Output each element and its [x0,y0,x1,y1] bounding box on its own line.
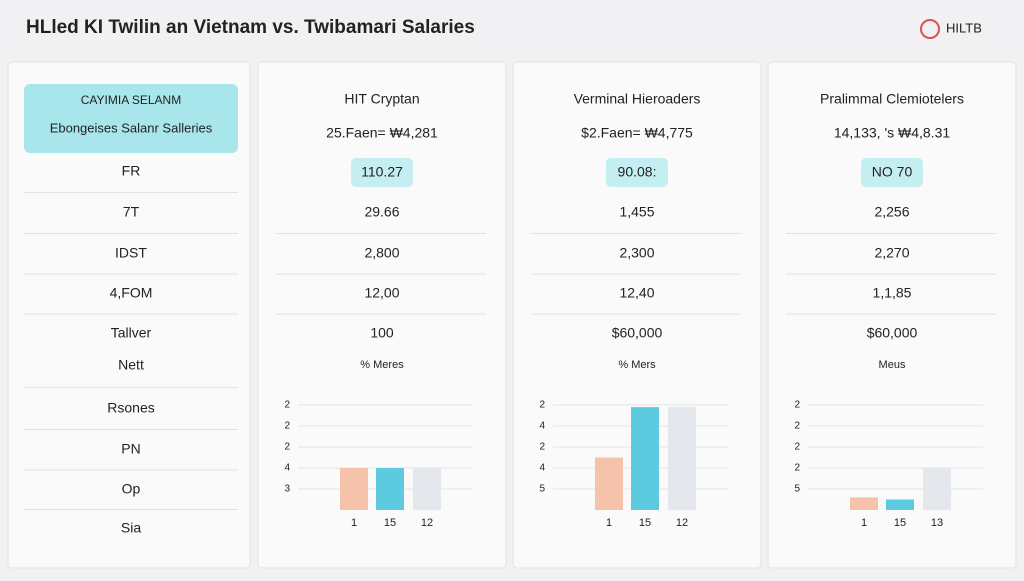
cell: 2,256 [874,204,909,220]
cell: 1,1,85 [873,285,912,301]
y-tick-label: 2 [284,421,290,432]
row-label: Op [122,481,141,497]
x-tick-label: 1 [606,517,612,529]
x-tick-label: 1 [351,517,357,529]
bar [376,468,404,510]
y-tick-label: 2 [284,400,290,411]
column-card [767,61,1017,569]
x-tick-label: 13 [931,517,943,529]
row-label: Sia [121,520,141,536]
bar [595,457,623,510]
legend: Meus [879,359,906,371]
y-tick-label: 2 [539,400,545,411]
bar [668,407,696,510]
x-tick-label: 12 [421,517,433,529]
column-subtitle: 14,133, 's ₩4,8.31 [834,125,951,141]
y-tick-label: 2 [539,442,545,453]
cell: $60,000 [612,325,663,341]
y-tick-label: 5 [794,484,800,495]
badge-text: NO 70 [872,164,913,180]
cell: 12,00 [364,285,399,301]
y-tick-label: 5 [539,484,545,495]
legend: % Meres [360,359,404,371]
bar [631,407,659,510]
badge-text: 90.08: [618,164,657,180]
row-label: IDST [115,245,147,261]
badge [861,158,923,187]
cell: 2,270 [874,245,909,261]
page-title: HLled KI Twilin an Vietnam vs. Twibamari… [26,17,475,38]
x-tick-label: 15 [639,517,651,529]
badge [606,158,668,187]
row-label: FR [122,163,141,179]
row-label: 7T [123,204,140,220]
row-label: PN [121,441,140,457]
column-title: Pralimmal Clemiotelers [820,91,964,107]
y-tick-label: 3 [284,484,290,495]
column-title: Verminal Hieroaders [574,91,701,107]
label-card [7,61,251,569]
bar [850,497,878,510]
bar [923,468,951,510]
column-subtitle: 25.Faen= ₩4,281 [326,125,438,141]
logo-text: HILTB [946,20,982,35]
row-label: 4,FOM [110,285,153,301]
column-subtitle: $2.Faen= ₩4,775 [581,125,693,141]
label-header-1: CAYIMIA SELANM [81,93,181,107]
badge-text: 110.27 [361,164,403,180]
cell: 2,800 [364,245,399,261]
y-tick-label: 4 [539,421,545,432]
column-card [257,61,507,569]
y-tick-label: 2 [794,400,800,411]
x-tick-label: 1 [861,517,867,529]
cell: 12,40 [619,285,654,301]
bar [886,499,914,510]
bar [413,468,441,510]
y-tick-label: 4 [284,463,290,474]
x-tick-label: 12 [676,517,688,529]
row-label: Nett [118,357,144,373]
y-tick-label: 2 [284,442,290,453]
y-tick-label: 2 [794,463,800,474]
label-header-box [24,84,238,153]
x-tick-label: 15 [384,517,396,529]
y-tick-label: 2 [794,442,800,453]
cell: $60,000 [867,325,918,341]
badge [351,158,413,187]
legend: % Mers [618,359,656,371]
y-tick-label: 4 [539,463,545,474]
column-card [512,61,762,569]
column-title: HIT Cryptan [344,91,419,107]
row-label: Rsones [107,400,154,416]
label-header-2: Ebongeises Salanr Salleries [50,120,213,135]
row-label: Tallver [111,325,152,341]
bar [340,468,368,510]
x-tick-label: 15 [894,517,906,529]
y-tick-label: 2 [794,421,800,432]
cell: 1,455 [619,204,654,220]
cell: 100 [370,325,394,341]
cell: 2,300 [619,245,654,261]
cell: 29.66 [364,204,399,220]
logo-icon [920,19,940,39]
